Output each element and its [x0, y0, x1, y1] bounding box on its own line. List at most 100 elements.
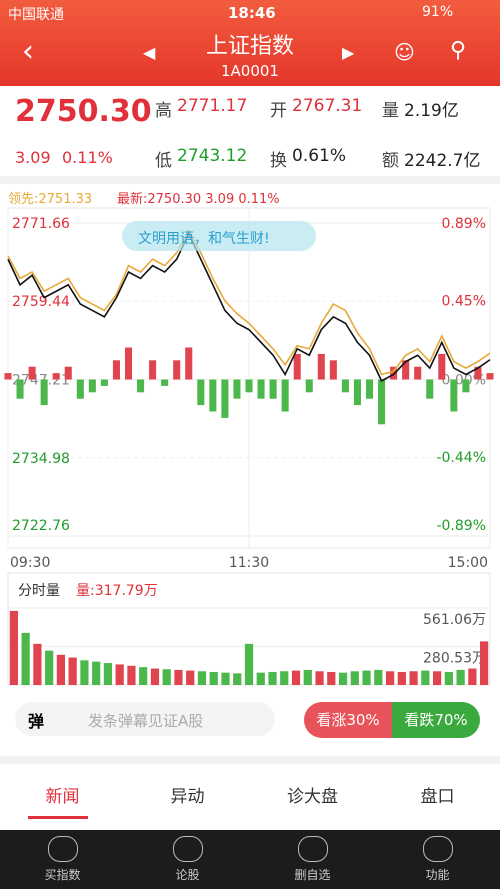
nav-icon[interactable] — [423, 836, 453, 862]
volume-bar — [21, 632, 30, 685]
change-bar — [64, 366, 72, 380]
volume-bar — [221, 672, 230, 685]
change-bar — [257, 379, 265, 399]
change-pct: 0.11% — [62, 148, 113, 167]
volume-bar — [174, 669, 183, 685]
quote-value: 2767.31 — [292, 96, 363, 116]
volume-bar — [139, 667, 148, 685]
header: 中国联通 18:46 91% ‹ ◀ ▶ 上证指数 1A0001 ☺ ⚲ — [0, 0, 500, 86]
separator — [0, 176, 500, 184]
y-tick-label: 561.06万 — [423, 612, 486, 628]
volume-bar — [327, 671, 336, 685]
danmaku-placeholder: 发条弹幕见证A股 — [88, 712, 204, 730]
carrier: 中国联通 — [8, 7, 64, 23]
volume-bar — [92, 661, 101, 685]
price: 2750.30 — [15, 94, 152, 129]
x-tick-label: 15:00 — [448, 555, 488, 571]
quote-value: 2.19亿 — [404, 101, 459, 121]
change-bar — [378, 379, 386, 425]
price-line — [7, 228, 491, 376]
change-bar — [40, 379, 48, 406]
title: 上证指数 — [205, 34, 294, 59]
change-bar — [353, 379, 361, 406]
change-bar — [185, 347, 193, 380]
volume-bar — [80, 660, 89, 685]
volume-bar — [374, 669, 383, 685]
y2-tick-label: 0.45% — [442, 293, 486, 309]
change-bar — [414, 366, 422, 380]
nav-label[interactable]: 论股 — [175, 868, 200, 882]
change-bar — [462, 379, 470, 393]
change-bar — [112, 360, 120, 380]
change-bar — [245, 379, 253, 393]
nav-label[interactable]: 功能 — [425, 868, 450, 882]
quote-value: 2242.7亿 — [404, 151, 481, 171]
tab[interactable]: 新闻 — [45, 787, 80, 807]
nav-label[interactable]: 买指数 — [44, 868, 81, 882]
change-bar — [281, 379, 289, 412]
robot-icon[interactable]: ☺ — [394, 40, 415, 64]
volume-bar — [291, 670, 301, 685]
change-bar — [474, 366, 482, 380]
volume-bar — [197, 671, 207, 685]
y2-tick-label: 0.89% — [442, 216, 486, 232]
change-bar — [426, 379, 434, 399]
volume-bar — [350, 671, 359, 685]
change-bar — [137, 379, 145, 393]
danmaku-text: 文明用语，和气生财! — [138, 231, 270, 247]
change-bar — [317, 353, 325, 380]
volume-bar — [162, 669, 171, 685]
danmaku-input[interactable] — [15, 702, 275, 736]
volume-bar — [362, 670, 371, 685]
tab[interactable]: 盘口 — [420, 787, 455, 807]
search-icon[interactable]: ⚲ — [450, 38, 467, 63]
change: 3.09 — [15, 148, 51, 167]
y2-tick-label: -0.89% — [436, 518, 486, 534]
change-bar — [161, 379, 169, 386]
quote-label: 换 — [270, 151, 287, 171]
change-bar — [329, 360, 337, 380]
volume-bar — [45, 650, 54, 685]
back-button[interactable]: ‹ — [22, 34, 34, 69]
change-bar — [221, 379, 229, 418]
change-bar — [173, 360, 181, 380]
nav-icon[interactable] — [173, 836, 203, 862]
volume-bar — [150, 668, 160, 685]
next-arrow[interactable]: ▶ — [342, 43, 355, 62]
quote-label: 开 — [270, 101, 287, 121]
change-bar — [88, 379, 96, 393]
quote-value: 2771.17 — [177, 96, 248, 116]
quote-label: 额 — [382, 151, 399, 171]
volume-bar — [468, 668, 477, 685]
change-bar — [486, 373, 494, 380]
volume-bar — [409, 671, 418, 685]
change-bar — [450, 379, 458, 412]
nav-icon[interactable] — [298, 836, 328, 862]
change-bar — [390, 366, 398, 380]
nav-label[interactable]: 删自选 — [294, 868, 331, 882]
volume-bar — [303, 669, 312, 685]
change-bar — [76, 379, 84, 399]
price-line — [7, 231, 491, 382]
y-tick-label: 2759.44 — [12, 294, 70, 310]
prev-arrow[interactable]: ◀ — [143, 43, 156, 62]
y-tick-label: 2722.76 — [12, 518, 70, 534]
change-bar — [16, 379, 24, 399]
volume-bar — [33, 643, 42, 685]
tab[interactable]: 异动 — [170, 787, 205, 807]
y-tick-label: 280.53万 — [423, 651, 486, 667]
bottom-nav — [0, 830, 500, 889]
change-bar — [365, 379, 374, 399]
battery: 91% — [422, 4, 454, 20]
change-bar — [438, 353, 446, 380]
nav-icon[interactable] — [48, 836, 78, 862]
volume-bar — [103, 663, 113, 685]
bear-button[interactable]: 看跌70% — [392, 702, 480, 738]
volume-bar — [115, 664, 124, 685]
tab[interactable]: 诊大盘 — [287, 787, 338, 807]
volume-bar — [268, 671, 277, 685]
bull-button[interactable]: 看涨30% — [304, 702, 392, 738]
volume-bar — [68, 657, 77, 685]
tab-underline — [28, 816, 88, 819]
